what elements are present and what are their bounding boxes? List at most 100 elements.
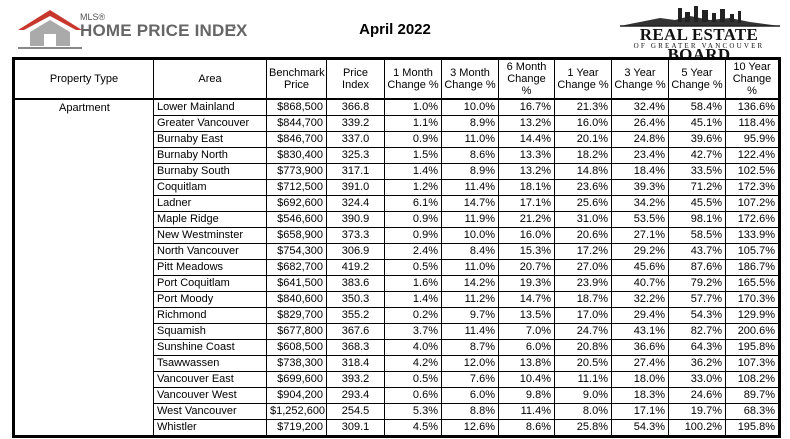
value-cell: $738,300 [266,355,327,372]
value-cell: 13.3% [498,147,555,164]
value-cell: 18.0% [611,371,669,388]
value-cell: 118.4% [725,115,780,132]
value-cell: 20.5% [554,355,612,372]
value-cell: 318.4 [326,355,385,372]
value-cell: 254.5 [326,403,385,420]
value-cell: 39.6% [668,131,726,148]
area-cell: Pitt Meadows [153,259,267,276]
value-cell: 15.3% [498,243,555,260]
value-cell: 12.0% [441,355,499,372]
area-cell: Port Moody [153,291,267,308]
value-cell: 9.0% [554,387,612,404]
area-cell: New Westminster [153,227,267,244]
value-cell: 107.3% [725,355,780,372]
value-cell: 17.1% [498,195,555,212]
logo-mark: * [232,24,237,36]
area-cell: Vancouver West [153,387,267,404]
value-cell: 4.0% [384,339,442,356]
column-header: 5 Year Change % [668,58,726,100]
value-cell: 29.4% [611,307,669,324]
value-cell: 17.0% [554,307,612,324]
value-cell: 45.5% [668,195,726,212]
value-cell: 391.0 [326,179,385,196]
table-row: Pitt Meadows $682,700 419.2 0.5% 11.0% 20.7% 2… [14,259,780,276]
value-cell: 0.5% [384,259,442,276]
board-subtitle: OF GREATER VANCOUVER [633,42,765,50]
value-cell: 42.7% [668,147,726,164]
table-row: Tsawwassen $738,300 318.4 4.2% 12.0% 13.8% 20.… [14,355,780,372]
logo-small: MLS® [80,12,106,22]
value-cell: 8.9% [441,115,499,132]
table-row: Greater Vancouver $844,700 339.2 1.1% 8.9% 13… [14,115,780,132]
value-cell: 13.8% [498,355,555,372]
value-cell: 2.4% [384,243,442,260]
value-cell: 133.9% [725,227,780,244]
value-cell: 10.4% [498,371,555,388]
table-row: Squamish $677,800 367.6 3.7% 11.4% 7.0% 24.7% 4… [14,323,780,340]
column-header: 3 Year Change % [611,58,669,100]
table-row: Richmond $829,700 355.2 0.2% 9.7% 13.5% 17.0% 2… [14,307,780,324]
value-cell: 16.7% [498,98,555,116]
value-cell: 54.3% [668,307,726,324]
value-cell: 393.2 [326,371,385,388]
value-cell: 23.4% [611,147,669,164]
value-cell: 32.4% [611,98,669,116]
value-cell: 200.6% [725,323,780,340]
value-cell: 0.9% [384,227,442,244]
value-cell: 25.8% [554,419,612,437]
value-cell: $699,600 [266,371,327,388]
value-cell: 14.7% [441,195,499,212]
value-cell: 33.0% [668,371,726,388]
area-cell: Sunshine Coast [153,339,267,356]
value-cell: 34.2% [611,195,669,212]
table-row: Whistler $719,200 309.1 4.5% 12.6% 8.6% 25.8% 5… [14,419,780,437]
value-cell: 21.2% [498,211,555,228]
value-cell: 95.9% [725,131,780,148]
table-row: Burnaby East $846,700 337.0 0.9% 11.0% 14.4% 2… [14,131,780,148]
value-cell: 339.2 [326,115,385,132]
value-cell: 13.2% [498,163,555,180]
value-cell: 4.2% [384,355,442,372]
value-cell: 6.0% [441,387,499,404]
area-cell: Greater Vancouver [153,115,267,132]
value-cell: 100.2% [668,419,726,437]
value-cell: 3.7% [384,323,442,340]
value-cell: 337.0 [326,131,385,148]
value-cell: 98.1% [668,211,726,228]
value-cell: 14.2% [441,275,499,292]
value-cell: 105.7% [725,243,780,260]
value-cell: 350.3 [326,291,385,308]
value-cell: 25.6% [554,195,612,212]
value-cell: 366.8 [326,98,385,116]
value-cell: 19.7% [668,403,726,420]
value-cell: 11.1% [554,371,612,388]
table-row: North Vancouver $754,300 306.9 2.4% 8.4% 15.3… [14,243,780,260]
value-cell: 5.3% [384,403,442,420]
value-cell: $773,900 [266,163,327,180]
title: April 2022 [359,21,431,38]
value-cell: $868,500 [266,98,327,116]
value-cell: 39.3% [611,179,669,196]
value-cell: 18.4% [611,163,669,180]
value-cell: 324.4 [326,195,385,212]
area-cell: Maple Ridge [153,211,267,228]
table-row: Coquitlam $712,500 391.0 1.2% 11.4% 18.1% 23.6… [14,179,780,196]
value-cell: 17.2% [554,243,612,260]
area-cell: Squamish [153,323,267,340]
value-cell: 24.7% [554,323,612,340]
value-cell: 1.0% [384,98,442,116]
area-cell: North Vancouver [153,243,267,260]
value-cell: 195.8% [725,339,780,356]
value-cell: 129.9% [725,307,780,324]
value-cell: 14.7% [498,291,555,308]
column-header: Area [153,58,267,100]
value-cell: 14.8% [554,163,612,180]
table-row: Vancouver East $699,600 393.2 0.5% 7.6% 10.4%… [14,371,780,388]
value-cell: 9.8% [498,387,555,404]
value-cell: 26.4% [611,115,669,132]
area-cell: Whistler [153,419,267,437]
value-cell: $829,700 [266,307,327,324]
value-cell: 107.2% [725,195,780,212]
area-cell: Tsawwassen [153,355,267,372]
table-row: Vancouver West $904,200 293.4 0.6% 6.0% 9.8% 9… [14,387,780,404]
